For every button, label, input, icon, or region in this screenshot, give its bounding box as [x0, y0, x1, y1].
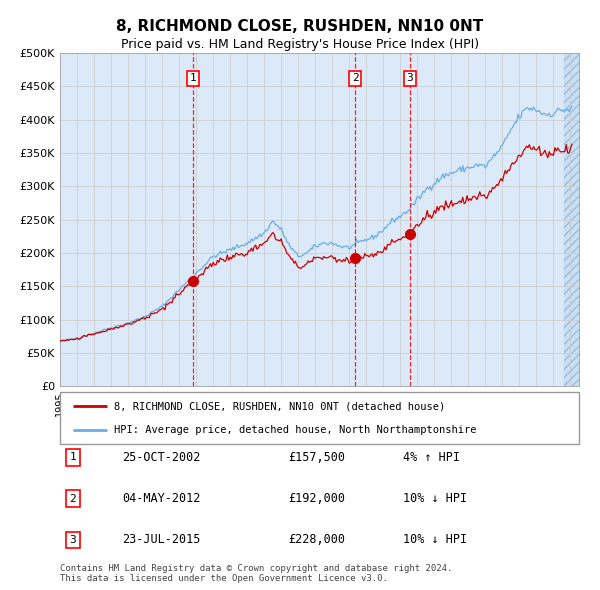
Text: £228,000: £228,000 — [289, 533, 346, 546]
Text: 8, RICHMOND CLOSE, RUSHDEN, NN10 0NT (detached house): 8, RICHMOND CLOSE, RUSHDEN, NN10 0NT (de… — [115, 401, 446, 411]
Text: 10% ↓ HPI: 10% ↓ HPI — [403, 533, 467, 546]
Text: 10% ↓ HPI: 10% ↓ HPI — [403, 492, 467, 505]
Text: £192,000: £192,000 — [289, 492, 346, 505]
Text: 2: 2 — [70, 494, 76, 503]
Text: 4% ↑ HPI: 4% ↑ HPI — [403, 451, 460, 464]
Text: 1: 1 — [70, 453, 76, 462]
Text: 3: 3 — [406, 73, 413, 83]
Text: 04-MAY-2012: 04-MAY-2012 — [122, 492, 200, 505]
Text: 2: 2 — [352, 73, 358, 83]
Text: 3: 3 — [70, 535, 76, 545]
Text: 23-JUL-2015: 23-JUL-2015 — [122, 533, 200, 546]
FancyBboxPatch shape — [60, 392, 579, 444]
Text: Price paid vs. HM Land Registry's House Price Index (HPI): Price paid vs. HM Land Registry's House … — [121, 38, 479, 51]
Text: 8, RICHMOND CLOSE, RUSHDEN, NN10 0NT: 8, RICHMOND CLOSE, RUSHDEN, NN10 0NT — [116, 19, 484, 34]
Text: HPI: Average price, detached house, North Northamptonshire: HPI: Average price, detached house, Nort… — [115, 425, 477, 435]
Bar — [563, 53, 579, 386]
Text: 1: 1 — [190, 73, 196, 83]
Text: £157,500: £157,500 — [289, 451, 346, 464]
Bar — [563, 53, 579, 386]
Text: Contains HM Land Registry data © Crown copyright and database right 2024.
This d: Contains HM Land Registry data © Crown c… — [60, 563, 452, 583]
Text: 25-OCT-2002: 25-OCT-2002 — [122, 451, 200, 464]
